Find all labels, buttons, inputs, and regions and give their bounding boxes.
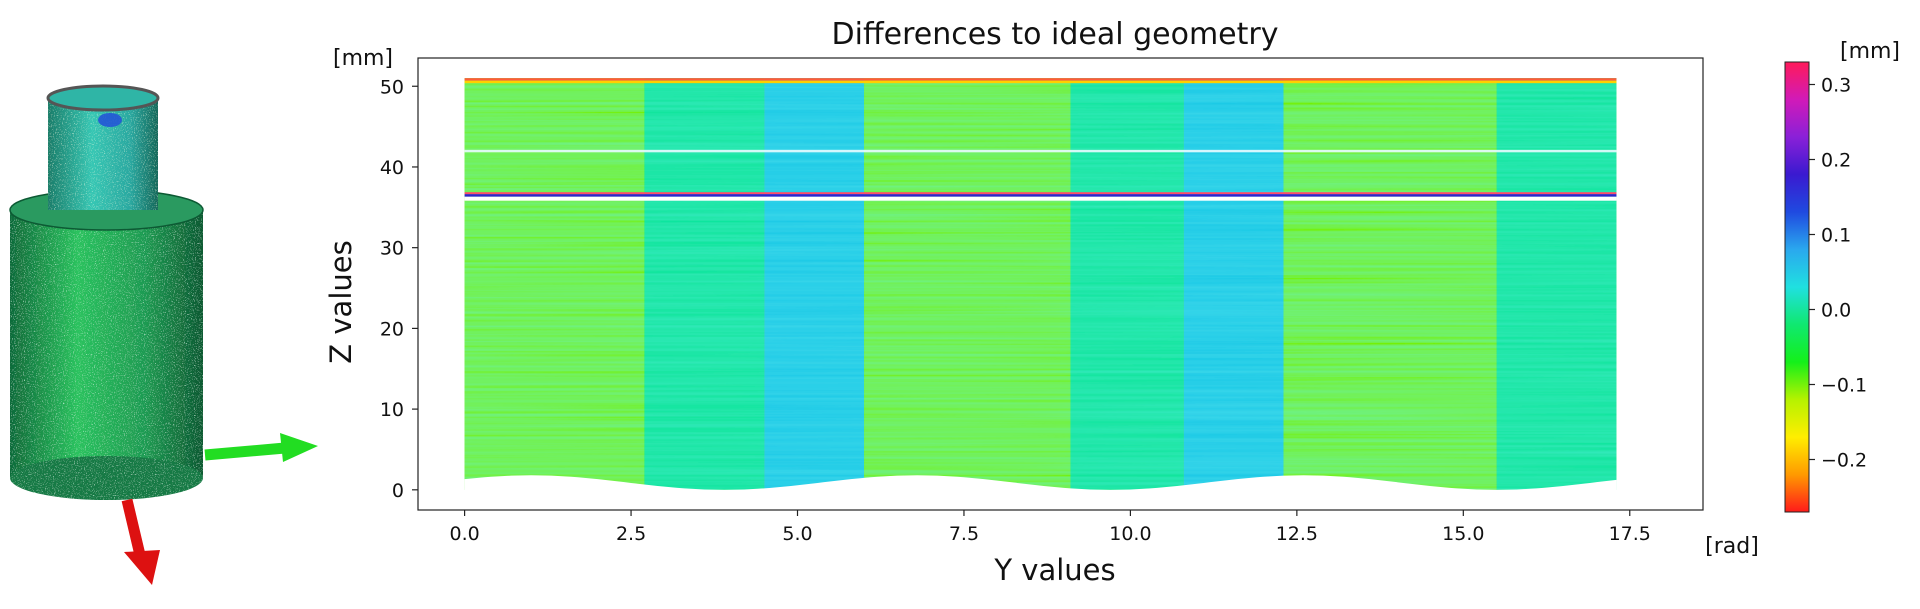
top-edge-rim-inner [464, 80, 1617, 84]
deviation-band [1283, 78, 1497, 490]
deviation-band [1496, 78, 1617, 490]
x-axis-label: Y values [993, 553, 1115, 587]
groove-line [464, 149, 1617, 153]
y-tick-label: 50 [380, 76, 404, 98]
heatmap-surface [464, 78, 1617, 510]
x-tick-label: 0.0 [449, 523, 479, 545]
chart-title: Differences to ideal geometry [832, 17, 1279, 52]
y-unit-label: [mm] [333, 46, 393, 71]
deviation-band [864, 78, 1071, 490]
deviation-band [1070, 78, 1184, 490]
plot-frame [417, 57, 1704, 511]
top-edge-rim [464, 78, 1617, 81]
x-ticks: 0.0 2.5 5.0 7.5 10.0 12.5 15.0 17.5 [449, 510, 1651, 545]
x-axis-arrow-shaft [204, 442, 286, 461]
part-3d-model [9, 84, 318, 585]
x-tick-label: 5.0 [782, 523, 812, 545]
heatmap-chart: Differences to ideal geometry [mm] [rad]… [324, 17, 1759, 587]
z-axis-arrow-head [124, 550, 160, 585]
deviation-band [464, 78, 645, 490]
upper-cylinder-top [46, 84, 160, 112]
colorbar-tick-label: 0.0 [1821, 300, 1851, 322]
deviation-band [644, 78, 765, 490]
z-axis-arrow-shaft [121, 498, 146, 557]
upper-deviation-spot [98, 113, 122, 127]
colorbar-tick-label: 0.3 [1821, 75, 1851, 97]
y-tick-label: 30 [380, 238, 404, 260]
x-tick-label: 2.5 [616, 523, 646, 545]
colorbar-tick-label: −0.1 [1821, 375, 1867, 397]
step-edge-high [464, 192, 1617, 195]
y-tick-label: 20 [380, 318, 404, 340]
x-tick-label: 7.5 [949, 523, 979, 545]
colorbar-unit-label: [mm] [1840, 39, 1900, 64]
colorbar: [mm] 0.3 0.2 0.1 0.0 −0.1 −0.2 [1784, 39, 1900, 513]
x-axis-arrow-head [280, 433, 318, 462]
x-tick-label: 15.0 [1442, 523, 1484, 545]
x-tick-label: 12.5 [1276, 523, 1318, 545]
step-edge-low [464, 194, 1617, 197]
colorbar-gradient [1784, 61, 1810, 513]
lower-cylinder-base [10, 456, 203, 500]
y-tick-label: 40 [380, 157, 404, 179]
surface-bottom-edge [464, 475, 1617, 510]
y-ticks: 0 10 20 30 40 50 [380, 76, 418, 502]
colorbar-tick-label: 0.2 [1821, 150, 1851, 172]
x-tick-label: 10.0 [1109, 523, 1151, 545]
colorbar-tick-label: 0.1 [1821, 225, 1851, 247]
x-unit-label: [rad] [1705, 534, 1759, 559]
deviation-band [764, 78, 865, 490]
step-edge-gap [464, 196, 1617, 201]
y-axis-label: Z values [324, 240, 358, 363]
colorbar-ticks: 0.3 0.2 0.1 0.0 −0.1 −0.2 [1809, 75, 1867, 472]
lower-cylinder-body [10, 210, 203, 478]
y-tick-label: 0 [392, 480, 404, 502]
x-tick-label: 17.5 [1609, 523, 1651, 545]
y-tick-label: 10 [380, 399, 404, 421]
deviation-band [1183, 78, 1284, 490]
colorbar-tick-label: −0.2 [1821, 450, 1867, 472]
